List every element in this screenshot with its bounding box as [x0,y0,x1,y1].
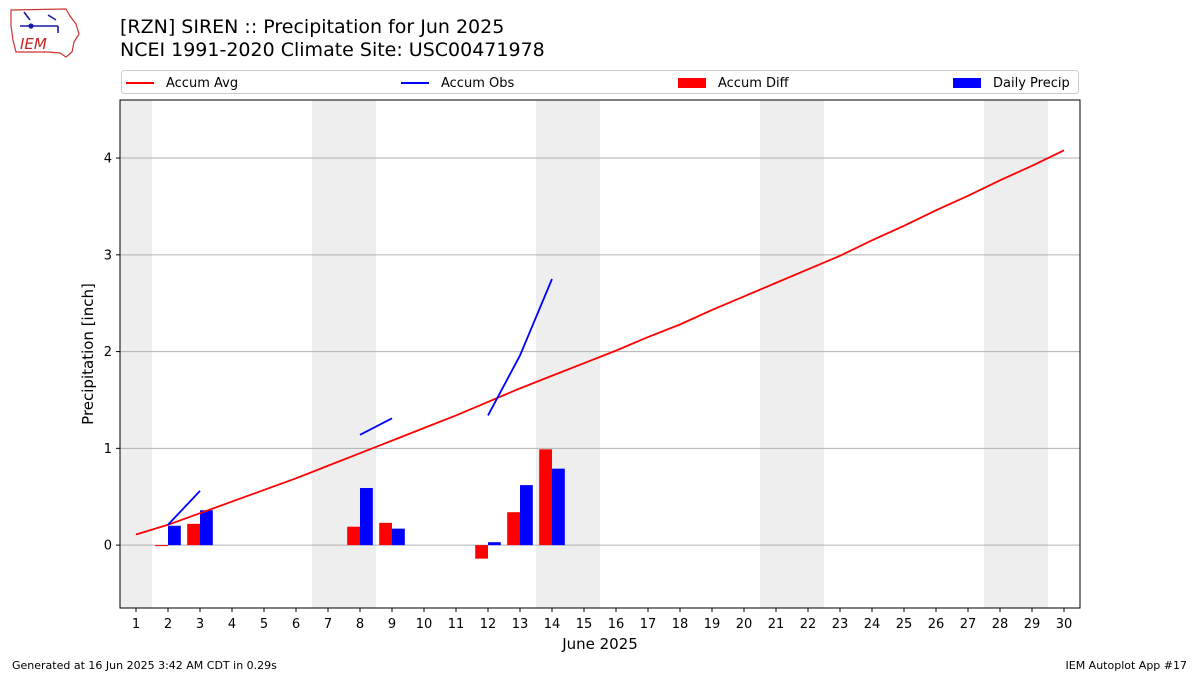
x-tick-label: 4 [228,617,236,632]
legend-label: Accum Obs [441,75,515,91]
x-tick-label: 29 [1024,617,1041,632]
daily-precip-bar [552,468,565,546]
legend-item-accum-obs: Accum Obs [401,74,514,92]
lines [135,149,1065,536]
x-tick-label: 8 [356,617,364,632]
x-tick-label: 21 [768,617,785,632]
accum-obs-line [359,417,393,436]
daily-precip-bar [200,510,213,546]
x-tick-label: 2 [164,617,172,632]
x-tick-label: 17 [640,617,657,632]
x-tick-label: 23 [832,617,849,632]
x-tick-label: 6 [292,617,300,632]
page-title: [RZN] SIREN :: Precipitation for Jun 202… [120,16,505,38]
weekend-band [984,100,1048,608]
accum-diff-bar [347,526,360,546]
x-tick-label: 12 [480,617,497,632]
y-tick-label: 4 [104,152,112,167]
x-tick-label: 28 [992,617,1009,632]
accum-diff-bar [155,545,168,547]
x-tick-label: 7 [324,617,332,632]
x-tick-label: 1 [132,617,140,632]
accum-diff-bar [379,522,392,546]
legend-label: Daily Precip [993,75,1070,91]
sun-icon [28,23,34,29]
daily-precip-bar [520,485,533,546]
logo-text: IEM [20,35,47,53]
legend-item-daily-precip: Daily Precip [953,74,1070,92]
y-tick-label: 1 [104,442,112,457]
x-tick-label: 18 [672,617,689,632]
weekend-shading [120,100,1048,608]
x-tick-label: 24 [864,617,881,632]
accum-obs-line [487,278,553,416]
plot-frame [119,99,1081,609]
x-tick-label: 11 [448,617,465,632]
accum-obs-line [167,490,201,526]
iem-logo: IEM [10,8,80,58]
legend-item-accum-avg: Accum Avg [126,74,238,92]
legend-label: Accum Diff [718,75,789,91]
x-tick-label: 14 [544,617,561,632]
y-axis-label: Precipitation [inch] [79,283,97,425]
page-subtitle: NCEI 1991-2020 Climate Site: USC00471978 [120,39,545,61]
weekend-band [760,100,824,608]
legend-swatch [953,78,981,88]
weekend-band [120,100,152,608]
accum-avg-line [135,149,1065,536]
legend-swatch [401,82,429,84]
x-tick-label: 15 [576,617,593,632]
accum-diff-bar [475,545,488,559]
x-tick-label: 5 [260,617,268,632]
daily-precip-bar [488,542,501,546]
x-tick-label: 9 [388,617,396,632]
gridlines [120,157,1080,546]
daily-precip-bar [392,528,405,546]
x-tick-label: 19 [704,617,721,632]
x-tick-label: 30 [1056,617,1073,632]
legend-item-accum-diff: Accum Diff [678,74,789,92]
x-tick-label: 3 [196,617,204,632]
legend-label: Accum Avg [166,75,239,91]
x-tick-label: 27 [960,617,977,632]
x-tick-label: 13 [512,617,529,632]
x-tick-label: 26 [928,617,945,632]
legend-swatch [678,78,706,88]
accum-diff-bar [507,512,520,546]
x-tick-label: 22 [800,617,817,632]
x-tick-label: 16 [608,617,625,632]
y-tick-label: 3 [104,248,112,263]
x-tick-label: 20 [736,617,753,632]
accum-diff-bar [187,523,200,546]
daily-precip-bar [360,488,373,546]
daily-precip-bar [168,525,181,546]
x-tick-label: 10 [416,617,433,632]
x-tick-label: 25 [896,617,913,632]
y-tick-label: 2 [104,345,112,360]
x-axis-ticks: 1 2 3 4 5 6 7 8 9 10 11 12 13 14 15 16 17 18 19 20 21 22 23 24 2… [132,608,1072,632]
x-axis-label: June 2025 [561,635,638,653]
legend-swatch [126,82,154,84]
iowa-outline-icon [10,8,80,58]
chart-legend: Accum Avg Accum Obs Accum Diff Daily Pre… [121,70,1079,94]
y-axis-ticks: 0 1 2 3 4 [104,152,120,554]
app-credit: IEM Autoplot App #17 [1065,659,1188,672]
weather-symbol-icon [20,11,59,33]
accum-diff-bar [539,449,552,546]
generated-timestamp: Generated at 16 Jun 2025 3:42 AM CDT in … [12,659,277,672]
y-tick-label: 0 [104,539,112,554]
bars [155,449,565,559]
